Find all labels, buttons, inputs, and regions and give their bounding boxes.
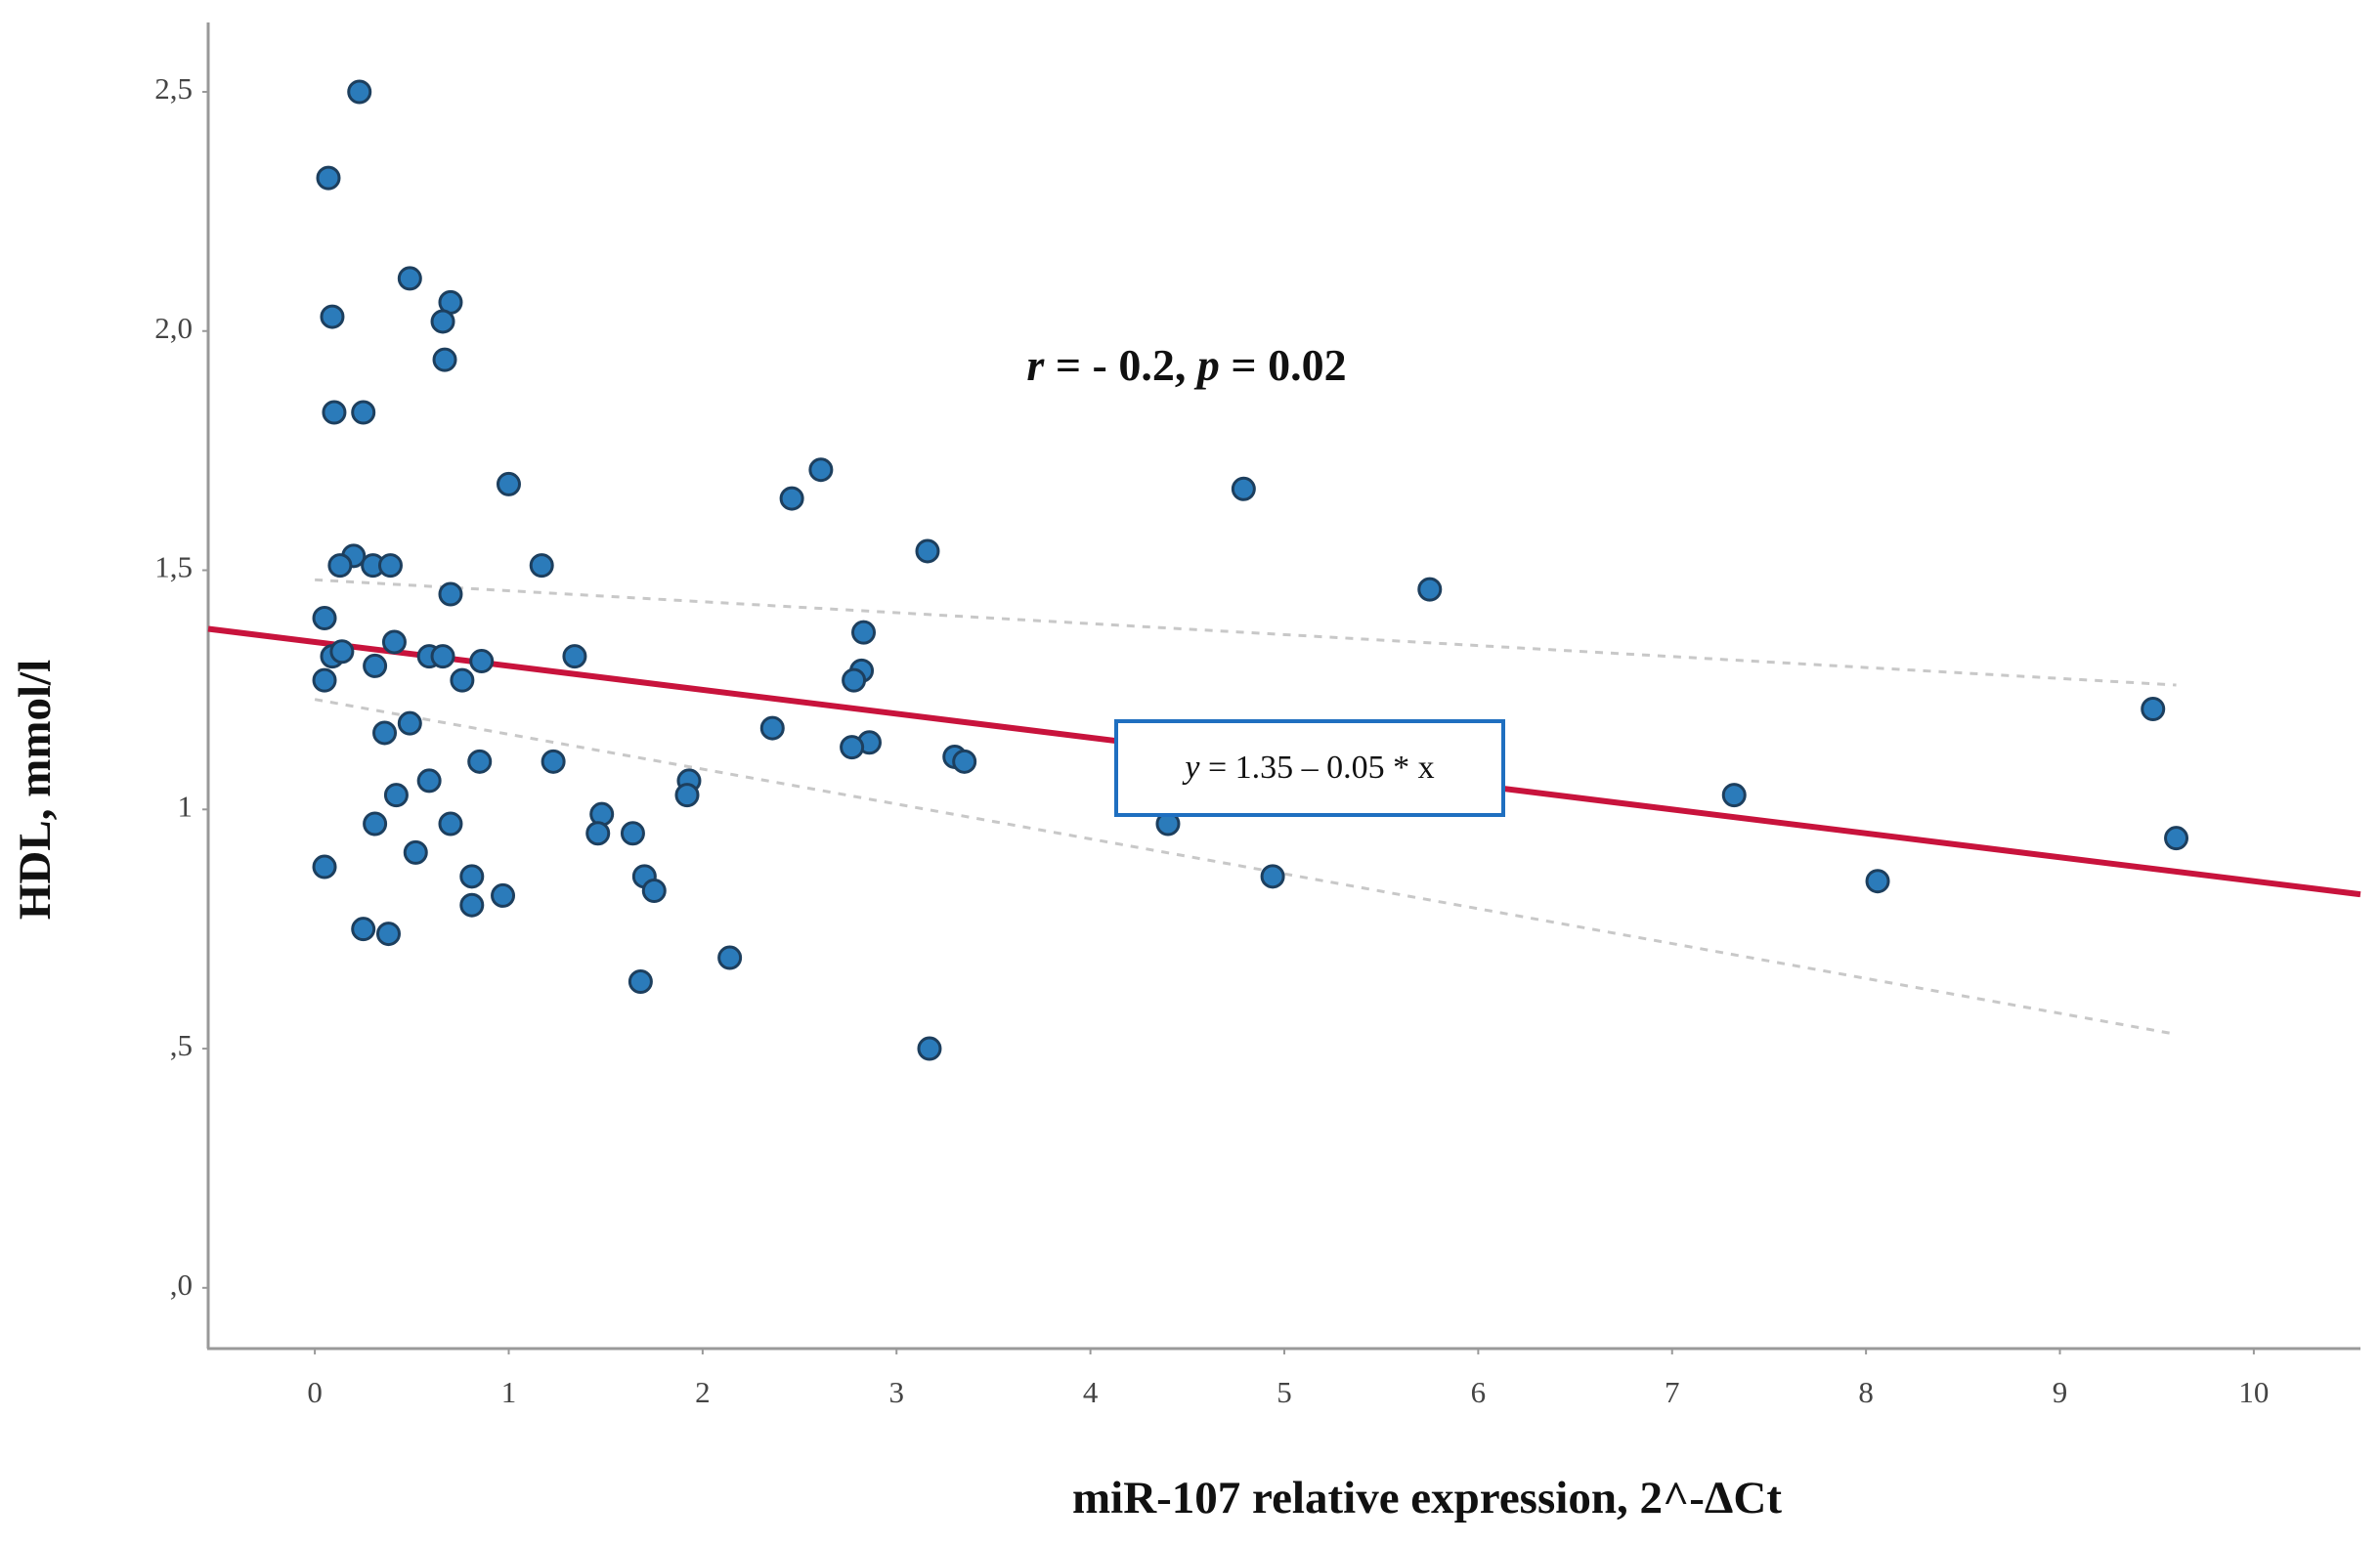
point bbox=[430, 644, 455, 669]
equation-part: y bbox=[1182, 750, 1200, 786]
equation-box bbox=[1114, 719, 1505, 817]
y-tick-label: 2,5 bbox=[154, 71, 193, 106]
point bbox=[316, 165, 341, 191]
x-tick-label: 7 bbox=[1665, 1375, 1680, 1409]
point bbox=[917, 1036, 942, 1061]
point bbox=[641, 879, 667, 904]
x-tick-label: 2 bbox=[695, 1375, 711, 1409]
point bbox=[674, 783, 700, 808]
point bbox=[1417, 577, 1443, 602]
y-tick-label: 1,5 bbox=[154, 550, 193, 584]
point bbox=[438, 811, 463, 837]
x-tick-label: 4 bbox=[1083, 1375, 1099, 1409]
point bbox=[585, 821, 611, 846]
point bbox=[1231, 476, 1256, 501]
point bbox=[808, 457, 834, 483]
point bbox=[851, 620, 877, 645]
point bbox=[347, 79, 372, 105]
y-axis-label: HDL, mmol/l bbox=[10, 660, 61, 920]
point bbox=[529, 553, 554, 579]
point bbox=[363, 811, 388, 837]
point bbox=[383, 783, 409, 808]
point bbox=[840, 735, 865, 760]
point bbox=[1260, 864, 1285, 889]
point bbox=[450, 667, 475, 693]
point bbox=[351, 400, 376, 425]
point bbox=[397, 710, 422, 736]
point bbox=[2141, 696, 2166, 721]
point bbox=[627, 969, 653, 995]
x-tick-label: 8 bbox=[1858, 1375, 1874, 1409]
equation: y = 1.35 – 0.05 * x bbox=[1182, 750, 1434, 786]
point bbox=[469, 649, 495, 674]
point bbox=[459, 864, 485, 889]
point bbox=[1865, 869, 1890, 894]
x-tick-label: 6 bbox=[1471, 1375, 1487, 1409]
annotation-part: = - 0.2, bbox=[1044, 340, 1197, 390]
point bbox=[432, 347, 457, 372]
x-tick-label: 3 bbox=[888, 1375, 904, 1409]
point bbox=[312, 667, 337, 693]
point bbox=[430, 309, 455, 334]
point bbox=[438, 581, 463, 607]
point bbox=[312, 605, 337, 630]
y-tick-label: 2,0 bbox=[154, 311, 193, 345]
point bbox=[312, 854, 337, 880]
point bbox=[377, 553, 403, 579]
x-tick-label: 0 bbox=[307, 1375, 323, 1409]
point bbox=[779, 486, 804, 511]
x-axis-label: miR-107 relative expression, 2^-ΔCt bbox=[1072, 1473, 1782, 1524]
point bbox=[397, 266, 422, 291]
annotation-part: = 0.02 bbox=[1220, 340, 1347, 390]
point bbox=[381, 629, 407, 655]
point bbox=[620, 821, 645, 846]
x-tick-label: 1 bbox=[501, 1375, 517, 1409]
y-tick-label: ,0 bbox=[170, 1267, 193, 1302]
point bbox=[351, 917, 376, 942]
y-tick-label: ,5 bbox=[170, 1028, 193, 1062]
point bbox=[416, 768, 442, 794]
point bbox=[496, 471, 521, 496]
point bbox=[2164, 826, 2189, 851]
y-tick-label: 1 bbox=[178, 789, 194, 823]
annotation-part: r bbox=[1026, 340, 1045, 390]
equation-part: = 1.35 – 0.05 * x bbox=[1199, 750, 1434, 786]
point bbox=[322, 400, 347, 425]
point bbox=[1721, 783, 1747, 808]
x-tick-label: 10 bbox=[2238, 1375, 2269, 1409]
point bbox=[915, 538, 940, 564]
point bbox=[491, 882, 516, 908]
point bbox=[541, 749, 566, 774]
point bbox=[363, 653, 388, 678]
point bbox=[952, 749, 977, 774]
point bbox=[375, 922, 401, 947]
point bbox=[327, 553, 353, 579]
correlation-annotation: r = - 0.2, p = 0.02 bbox=[1026, 340, 1346, 390]
confidence-band-lower bbox=[314, 698, 2177, 1036]
point bbox=[562, 644, 587, 669]
point bbox=[403, 839, 428, 865]
point bbox=[329, 639, 355, 665]
x-tick-label: 9 bbox=[2053, 1375, 2068, 1409]
point bbox=[467, 749, 493, 774]
point bbox=[759, 715, 785, 741]
point bbox=[372, 720, 398, 746]
point bbox=[320, 304, 345, 329]
point bbox=[842, 667, 867, 693]
point bbox=[717, 945, 743, 970]
confidence-band-upper bbox=[315, 578, 2177, 687]
point bbox=[459, 892, 485, 918]
annotation-part: p bbox=[1193, 340, 1220, 390]
x-tick-label: 5 bbox=[1277, 1375, 1292, 1409]
